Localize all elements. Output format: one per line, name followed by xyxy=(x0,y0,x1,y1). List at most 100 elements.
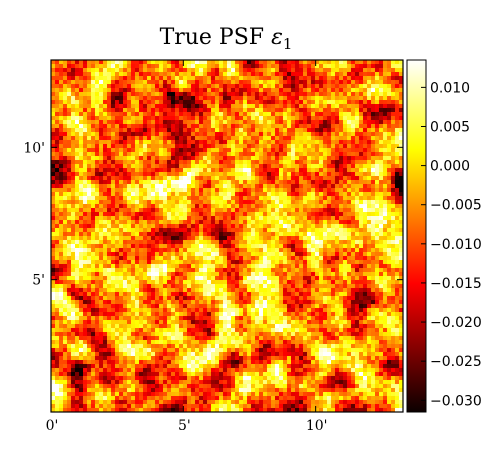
heatmap-cell xyxy=(235,268,240,273)
heatmap-cell xyxy=(163,60,168,65)
heatmap-cell xyxy=(355,156,360,161)
heatmap-cell xyxy=(111,268,116,273)
heatmap-cell xyxy=(379,228,384,233)
heatmap-cell xyxy=(303,256,308,261)
heatmap-cell xyxy=(75,84,80,89)
heatmap-cell xyxy=(147,68,152,73)
heatmap-cell xyxy=(135,260,140,265)
heatmap-cell xyxy=(263,180,268,185)
heatmap-cell xyxy=(291,280,296,285)
heatmap-cell xyxy=(151,224,156,229)
heatmap-cell xyxy=(299,108,304,113)
heatmap-cell xyxy=(375,152,380,157)
heatmap-cell xyxy=(71,164,76,169)
heatmap-cell xyxy=(119,180,124,185)
heatmap-cell xyxy=(395,252,400,257)
heatmap-cell xyxy=(255,156,260,161)
heatmap-cell xyxy=(211,224,216,229)
heatmap-cell xyxy=(399,160,404,165)
heatmap-cell xyxy=(55,200,60,205)
heatmap-cell xyxy=(227,260,232,265)
heatmap-cell xyxy=(211,192,216,197)
heatmap-cell xyxy=(195,88,200,93)
heatmap-cell xyxy=(87,248,92,253)
heatmap-cell xyxy=(231,172,236,177)
heatmap-cell xyxy=(79,108,84,113)
heatmap-cell xyxy=(255,96,260,101)
heatmap-cell xyxy=(203,116,208,121)
heatmap-cell xyxy=(63,84,68,89)
heatmap-cell xyxy=(131,108,136,113)
heatmap-cell xyxy=(283,144,288,149)
heatmap-cell xyxy=(75,268,80,273)
heatmap-cell xyxy=(115,240,120,245)
heatmap-cell xyxy=(323,228,328,233)
heatmap-cell xyxy=(323,144,328,149)
heatmap-cell xyxy=(215,256,220,261)
heatmap-cell xyxy=(343,132,348,137)
heatmap-cell xyxy=(119,172,124,177)
heatmap-cell xyxy=(55,188,60,193)
heatmap-cell xyxy=(79,204,84,209)
heatmap-cell xyxy=(387,164,392,169)
heatmap-cell xyxy=(243,60,248,65)
heatmap-cell xyxy=(139,136,144,141)
heatmap-cell xyxy=(315,216,320,221)
heatmap-cell xyxy=(227,132,232,137)
heatmap-cell xyxy=(59,136,64,141)
heatmap-cell xyxy=(351,128,356,133)
heatmap-cell xyxy=(323,124,328,129)
heatmap-cell xyxy=(75,60,80,65)
heatmap-cell xyxy=(379,100,384,105)
heatmap-cell xyxy=(287,192,292,197)
heatmap-cell xyxy=(87,140,92,145)
heatmap-cell xyxy=(239,76,244,81)
heatmap-cell xyxy=(275,176,280,181)
heatmap-cell xyxy=(167,184,172,189)
heatmap-cell xyxy=(291,68,296,73)
heatmap-cell xyxy=(235,124,240,129)
heatmap-cell xyxy=(303,248,308,253)
heatmap-cell xyxy=(387,272,392,277)
heatmap-cell xyxy=(267,232,272,237)
heatmap-cell xyxy=(171,124,176,129)
heatmap-cell xyxy=(279,240,284,245)
heatmap-cell xyxy=(191,64,196,69)
heatmap-cell xyxy=(327,248,332,253)
heatmap-cell xyxy=(247,204,252,209)
heatmap-cell xyxy=(343,220,348,225)
heatmap-cell xyxy=(271,244,276,249)
heatmap-cell xyxy=(131,272,136,277)
heatmap-cell xyxy=(151,104,156,109)
heatmap-cell xyxy=(215,96,220,101)
heatmap-cell xyxy=(299,88,304,93)
heatmap-cell xyxy=(231,192,236,197)
heatmap-cell xyxy=(179,148,184,153)
heatmap-cell xyxy=(363,204,368,209)
heatmap-cell xyxy=(283,272,288,277)
heatmap-cell xyxy=(143,68,148,73)
heatmap-cell xyxy=(267,208,272,213)
heatmap-cell xyxy=(211,220,216,225)
heatmap-cell xyxy=(291,216,296,221)
heatmap-cell xyxy=(315,244,320,249)
heatmap-cell xyxy=(191,116,196,121)
heatmap-cell xyxy=(371,240,376,245)
heatmap-cell xyxy=(311,224,316,229)
heatmap-cell xyxy=(299,192,304,197)
heatmap-cell xyxy=(263,204,268,209)
heatmap-cell xyxy=(99,224,104,229)
heatmap-cell xyxy=(259,236,264,241)
heatmap-cell xyxy=(371,280,376,285)
heatmap-cell xyxy=(119,228,124,233)
heatmap-cell xyxy=(95,188,100,193)
heatmap-cell xyxy=(275,252,280,257)
heatmap-cell xyxy=(371,92,376,97)
heatmap-cell xyxy=(155,68,160,73)
heatmap-cell xyxy=(207,100,212,105)
heatmap-cell xyxy=(87,280,92,285)
heatmap-cell xyxy=(91,272,96,277)
heatmap-cell xyxy=(103,272,108,277)
heatmap-cell xyxy=(131,264,136,269)
heatmap-cell xyxy=(119,104,124,109)
